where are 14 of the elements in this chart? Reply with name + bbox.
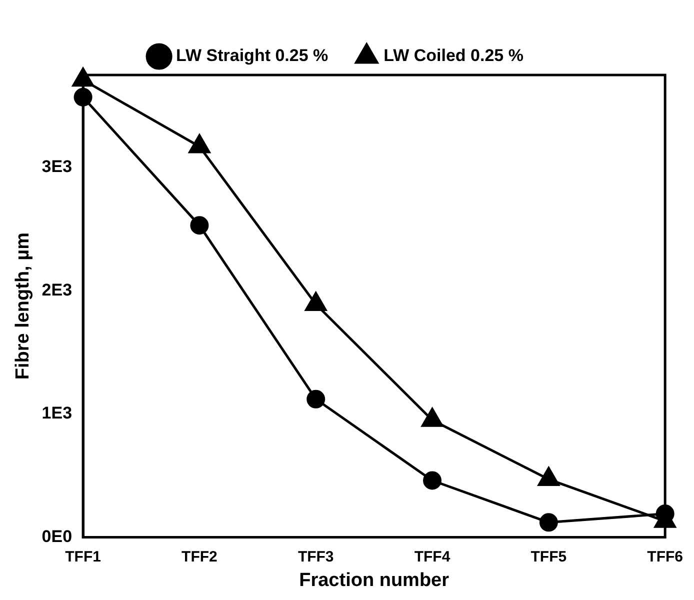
x-tick-label: TFF3	[298, 548, 334, 566]
x-tick-label: TFF2	[182, 548, 218, 566]
x-tick-label: TFF5	[530, 548, 567, 566]
legend-label: LW Straight 0.25 %	[176, 46, 328, 66]
legend-label: LW Coiled 0.25 %	[384, 46, 524, 66]
y-tick-label: 3E3	[42, 157, 72, 176]
y-tick-label: 1E3	[42, 404, 72, 423]
y-axis-title: Fibre length, µm	[12, 232, 34, 380]
y-tick-label: 0E0	[42, 526, 72, 546]
x-tick-label: TFF6	[647, 548, 684, 566]
x-axis-title: Fraction number	[299, 570, 450, 591]
x-tick-label: TFF4	[414, 548, 451, 566]
x-tick-label: TFF1	[65, 548, 101, 566]
y-tick-label: 2E3	[42, 280, 72, 300]
